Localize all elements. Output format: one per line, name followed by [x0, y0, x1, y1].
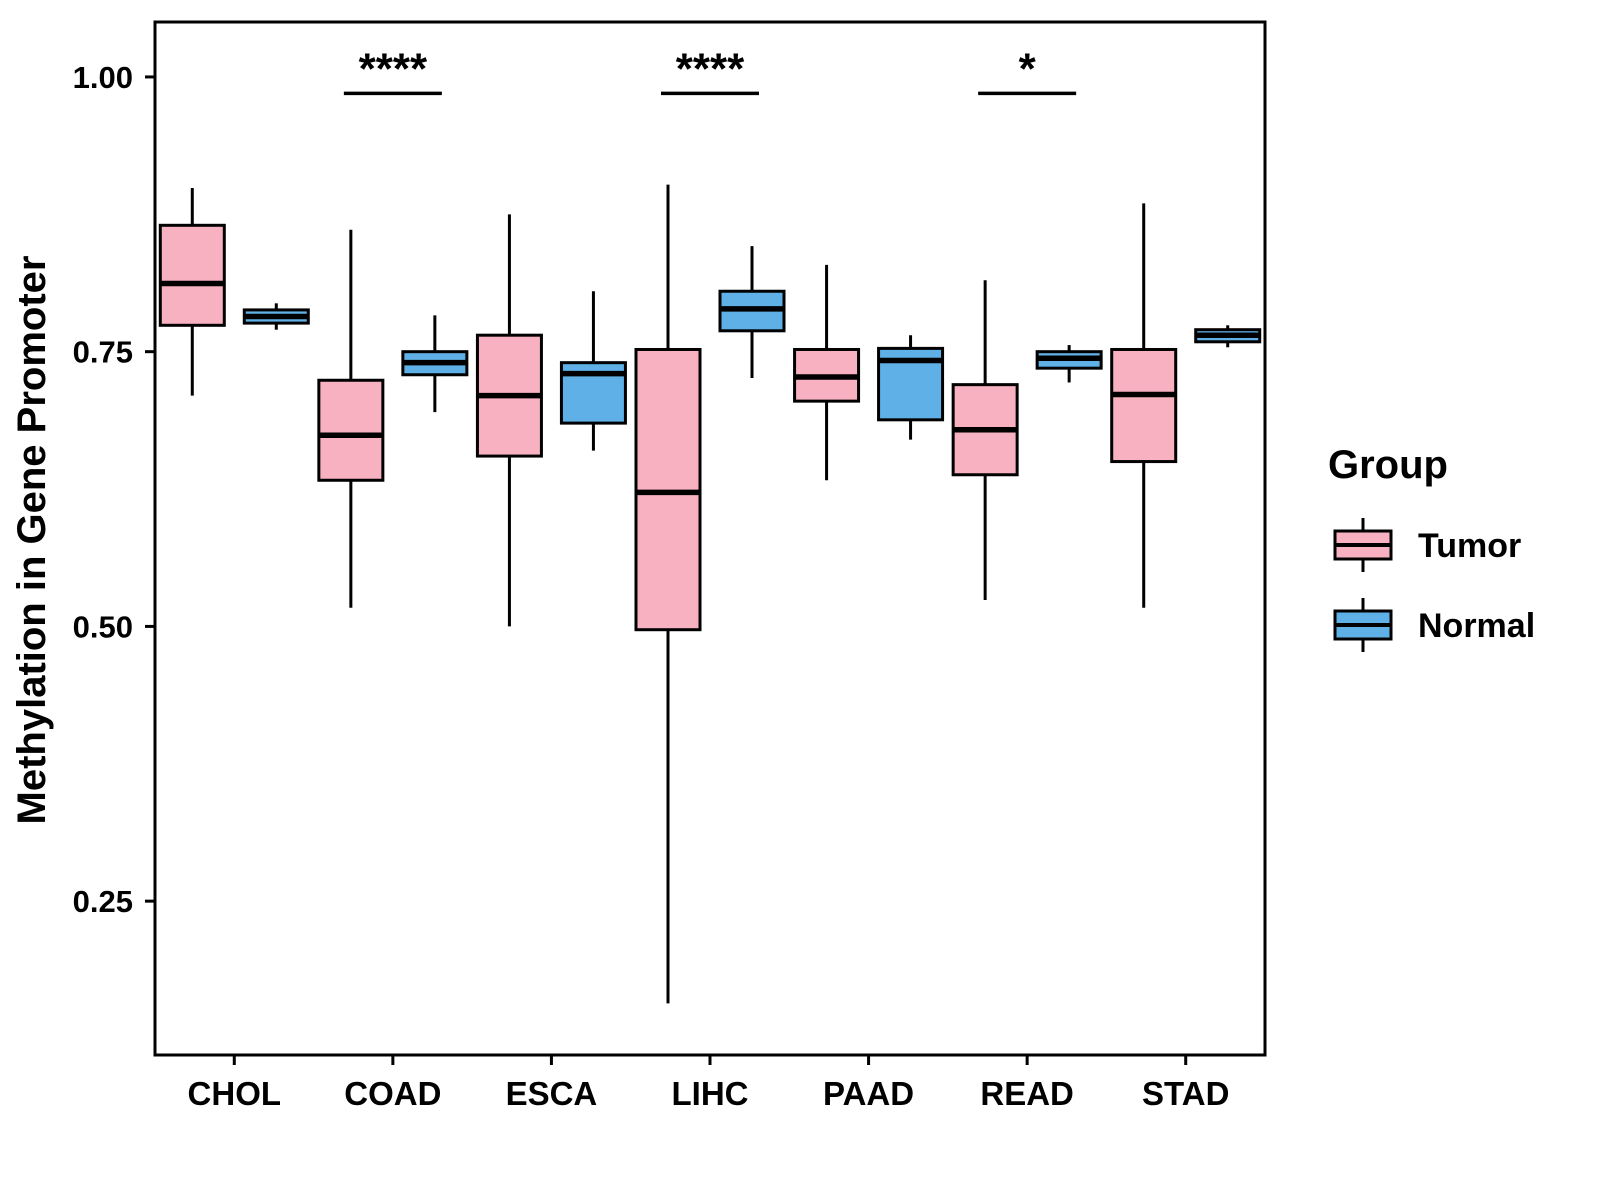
y-axis-title: Methylation in Gene Promoter — [10, 256, 54, 825]
x-category-label: STAD — [1142, 1075, 1229, 1112]
x-category-label: LIHC — [672, 1075, 749, 1112]
box-tumor-COAD — [317, 229, 385, 608]
iqr-box — [158, 223, 226, 327]
x-category-label: CHOL — [188, 1075, 282, 1112]
box-normal-STAD — [1194, 325, 1262, 348]
y-tick-label: 0.25 — [73, 884, 133, 919]
box-normal-READ — [1035, 345, 1103, 383]
legend-key-normal-icon — [1333, 598, 1393, 652]
box-tumor-ESCA — [475, 214, 543, 627]
box-normal-PAAD — [877, 335, 945, 440]
y-tick-label: 0.50 — [73, 609, 133, 644]
iqr-box — [317, 378, 385, 482]
box-normal-COAD — [401, 315, 469, 413]
y-tick-label: 1.00 — [73, 60, 133, 95]
box-tumor-LIHC — [634, 184, 702, 1004]
legend-label-normal: Normal — [1418, 607, 1535, 645]
box-normal-LIHC — [718, 246, 786, 379]
box-tumor-STAD — [1110, 203, 1178, 608]
box-normal-ESCA — [559, 291, 627, 451]
significance-label: **** — [676, 44, 745, 93]
panel-border — [153, 20, 1267, 1057]
box-tumor-READ — [951, 280, 1019, 601]
legend-label-tumor: Tumor — [1418, 527, 1521, 565]
significance-label: **** — [359, 44, 428, 93]
box-tumor-PAAD — [793, 264, 861, 481]
box-normal-CHOL — [242, 303, 310, 330]
x-category-label: READ — [980, 1075, 1074, 1112]
significance-label: * — [1019, 44, 1037, 93]
x-category-label: COAD — [344, 1075, 441, 1112]
plot-area: 0.25 0.50 0.75 1.00 CHOL COAD ESCA LIHC PAAD READ… — [73, 20, 1267, 1112]
x-category-label: ESCA — [506, 1075, 598, 1112]
y-tick-label: 0.75 — [73, 335, 133, 370]
legend-title: Group — [1328, 443, 1448, 487]
legend-keys — [1333, 518, 1393, 652]
legend-key-tumor-icon — [1333, 518, 1393, 572]
x-category-label: PAAD — [823, 1075, 914, 1112]
box-tumor-CHOL — [158, 187, 226, 396]
iqr-box — [1110, 347, 1178, 464]
